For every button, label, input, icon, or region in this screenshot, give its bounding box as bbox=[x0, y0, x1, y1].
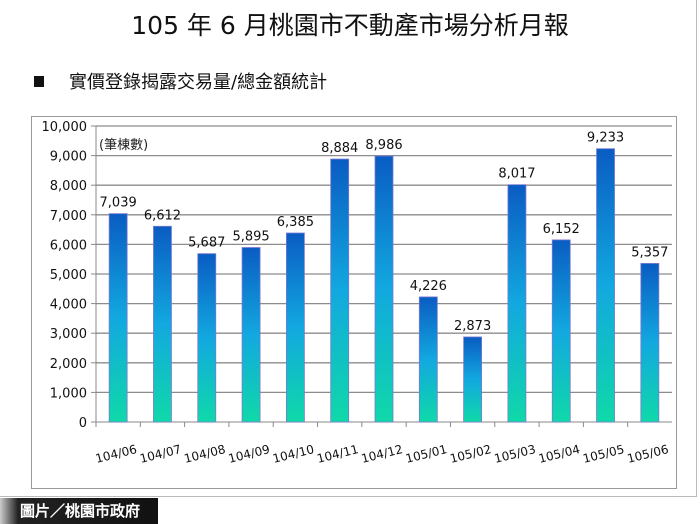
data-label: 8,017 bbox=[498, 167, 535, 182]
slide: 105 年 6 月桃園市不動產市場分析月報 實價登錄揭露交易量/總金額統計 0 1… bbox=[0, 0, 697, 497]
bar bbox=[463, 336, 483, 423]
bar bbox=[640, 263, 660, 423]
data-label: 8,986 bbox=[365, 138, 402, 153]
bar bbox=[551, 239, 571, 423]
y-tick-label: 1,000 bbox=[50, 386, 87, 401]
data-label: 9,233 bbox=[587, 131, 624, 146]
data-label: 6,385 bbox=[277, 215, 314, 230]
bullet-square-icon bbox=[34, 75, 44, 87]
image-credit: 圖片／桃園市政府 bbox=[0, 498, 158, 524]
data-label: 4,226 bbox=[410, 279, 447, 294]
y-tick-label: 2,000 bbox=[50, 357, 87, 372]
data-label: 6,612 bbox=[144, 208, 181, 223]
bar bbox=[108, 213, 128, 423]
y-tick-label: 8,000 bbox=[50, 179, 87, 194]
y-tick-label: 0 bbox=[79, 416, 87, 431]
chart-frame bbox=[31, 116, 677, 489]
bar bbox=[197, 253, 217, 423]
data-label: 8,884 bbox=[321, 141, 358, 156]
bar bbox=[507, 184, 527, 423]
data-label: 5,895 bbox=[232, 230, 269, 245]
y-tick-label: 9,000 bbox=[50, 150, 87, 165]
data-label: 2,873 bbox=[454, 319, 491, 334]
data-label: 7,039 bbox=[100, 196, 137, 211]
page-title: 105 年 6 月桃園市不動產市場分析月報 bbox=[131, 11, 569, 40]
data-label: 6,152 bbox=[543, 222, 580, 237]
bar bbox=[418, 296, 438, 423]
bullet-heading: 實價登錄揭露交易量/總金額統計 bbox=[34, 68, 327, 94]
data-label: 5,357 bbox=[631, 245, 668, 260]
bar bbox=[153, 225, 172, 423]
y-tick-label: 6,000 bbox=[50, 238, 87, 253]
y-tick-label: 3,000 bbox=[50, 327, 87, 342]
y-tick-label: 10,000 bbox=[42, 120, 88, 135]
bullet-text: 實價登錄揭露交易量/總金額統計 bbox=[69, 72, 328, 93]
bar bbox=[285, 232, 305, 423]
unit-label: (筆棟數) bbox=[99, 138, 148, 153]
bar bbox=[596, 148, 615, 423]
bar bbox=[374, 155, 394, 423]
bar bbox=[241, 247, 261, 423]
data-label: 5,687 bbox=[188, 236, 225, 251]
y-tick-label: 7,000 bbox=[50, 209, 87, 224]
y-tick-label: 5,000 bbox=[50, 268, 87, 283]
bar-chart: 0 1,000 2,000 3,000 4,000 5,000 6,000 7,000 8,00… bbox=[31, 116, 677, 489]
bar bbox=[330, 158, 350, 423]
y-tick-label: 4,000 bbox=[50, 298, 87, 313]
